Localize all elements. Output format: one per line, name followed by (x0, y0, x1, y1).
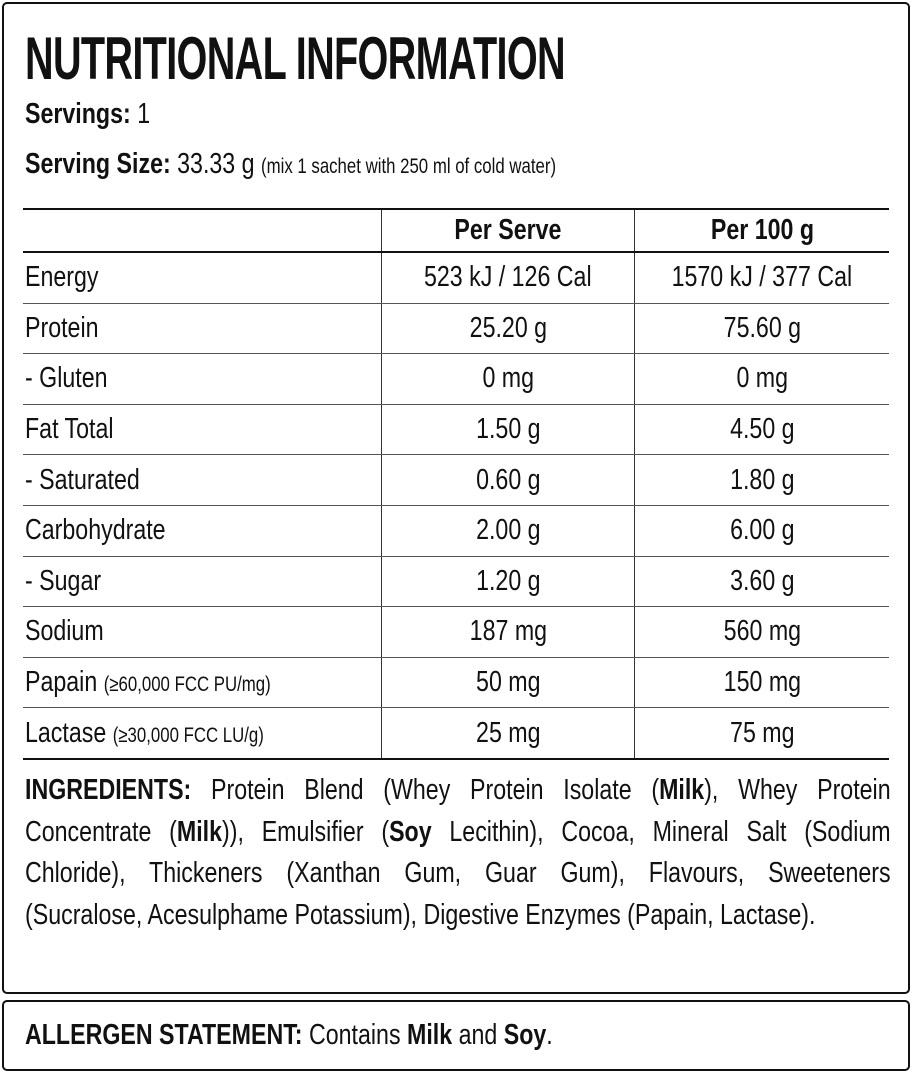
header-per-serve: Per Serve (381, 208, 635, 253)
nutrition-panel (2, 2, 910, 994)
nutrient-name: Sodium (23, 606, 382, 658)
ingredients-text: INGREDIENTS: Protein Blend (Whey Protein… (25, 774, 891, 931)
header-per-100g: Per 100 g (634, 208, 889, 253)
per-serve-value: 50 mg (381, 657, 635, 709)
per-serve-value: 1.50 g (381, 404, 635, 456)
nutrient-name: Fat Total (23, 404, 382, 456)
per-serve-value: 0.60 g (381, 454, 635, 506)
per-100g-value: 4.50 g (634, 404, 889, 456)
servings-label: Servings: (25, 98, 131, 130)
nutrient-name: Energy (23, 252, 382, 304)
table-row: Lactase (≥30,000 FCC LU/g) 25 mg 75 mg (23, 707, 889, 760)
per-serve-value: 187 mg (381, 606, 635, 658)
nutrient-name: Carbohydrate (23, 505, 382, 557)
ingredients-label: INGREDIENTS: (25, 774, 192, 806)
table-row: Carbohydrate 2.00 g 6.00 g (23, 505, 889, 557)
serving-size-line: Serving Size: 33.33 g (mix 1 sachet with… (25, 148, 689, 181)
nutrient-name: - Gluten (23, 353, 382, 405)
page-title: NUTRITIONAL INFORMATION (25, 25, 566, 92)
nutrient-name: - Sugar (23, 556, 382, 608)
allergen-highlight: Milk (659, 774, 705, 806)
nutrition-table: Per Serve Per 100 g Energy 523 kJ / 126 C… (23, 208, 889, 760)
allergen-highlight: Soy (389, 815, 432, 848)
table-row: Protein 25.20 g 75.60 g (23, 303, 889, 355)
nutrient-note: (≥60,000 FCC PU/mg) (103, 673, 271, 697)
per-serve-value: 523 kJ / 126 Cal (381, 252, 635, 304)
per-100g-value: 75 mg (634, 707, 889, 760)
nutrient-name: Papain (≥60,000 FCC PU/mg) (23, 657, 382, 709)
nutrient-name: Lactase (≥30,000 FCC LU/g) (23, 707, 382, 760)
table-row: Energy 523 kJ / 126 Cal 1570 kJ / 377 Cal (23, 252, 889, 304)
per-100g-value: 150 mg (634, 657, 889, 709)
per-serve-value: 0 mg (381, 353, 635, 405)
serving-size-label: Serving Size: (25, 148, 171, 180)
allergen-highlight: Milk (176, 815, 223, 848)
servings-line: Servings: 1 (25, 98, 181, 131)
serving-size-note: (mix 1 sachet with 250 ml of cold water) (261, 155, 557, 178)
table-header-row: Per Serve Per 100 g (23, 208, 889, 253)
per-serve-value: 1.20 g (381, 556, 635, 608)
allergen-label: ALLERGEN STATEMENT: (25, 1019, 303, 1051)
table-row: - Sugar 1.20 g 3.60 g (23, 556, 889, 608)
servings-value: 1 (137, 98, 151, 130)
nutrient-name: - Saturated (23, 454, 382, 506)
table-row: - Saturated 0.60 g 1.80 g (23, 454, 889, 506)
per-100g-value: 3.60 g (634, 556, 889, 608)
per-serve-value: 25.20 g (381, 303, 635, 355)
per-100g-value: 1570 kJ / 377 Cal (634, 252, 889, 304)
allergen-statement: ALLERGEN STATEMENT: Contains Milk and So… (25, 1019, 553, 1051)
table-row: Papain (≥60,000 FCC PU/mg) 50 mg 150 mg (23, 657, 889, 709)
per-100g-value: 1.80 g (634, 454, 889, 506)
nutrient-note: (≥30,000 FCC LU/g) (112, 723, 264, 747)
nutrient-name: Protein (23, 303, 382, 355)
per-100g-value: 6.00 g (634, 505, 889, 557)
allergen-panel (2, 1000, 910, 1071)
header-blank (23, 208, 382, 253)
table-row: Sodium 187 mg 560 mg (23, 606, 889, 658)
per-100g-value: 0 mg (634, 353, 889, 405)
serving-size-value: 33.33 g (177, 148, 255, 180)
table-row: - Gluten 0 mg 0 mg (23, 353, 889, 405)
table-row: Fat Total 1.50 g 4.50 g (23, 404, 889, 456)
per-100g-value: 75.60 g (634, 303, 889, 355)
per-serve-value: 2.00 g (381, 505, 635, 557)
per-serve-value: 25 mg (381, 707, 635, 760)
per-100g-value: 560 mg (634, 606, 889, 658)
